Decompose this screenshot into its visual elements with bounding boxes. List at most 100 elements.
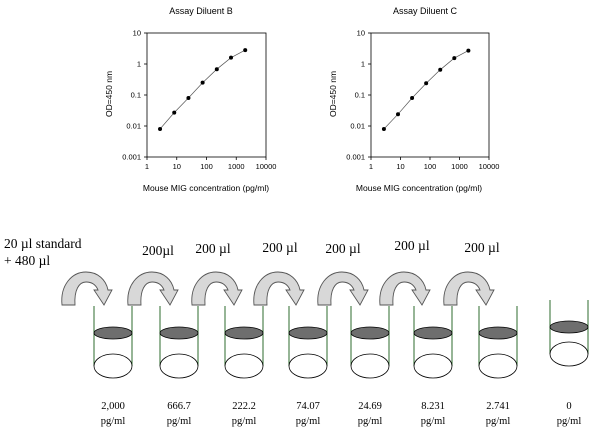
- curved-arrow: [61, 271, 113, 306]
- tube-liquid: [159, 326, 199, 340]
- y-tick-label: 1: [137, 60, 141, 69]
- data-point: [424, 81, 429, 86]
- chart-title: Assay Diluent C: [393, 6, 458, 16]
- transfer-label: 200µl: [142, 243, 174, 258]
- tube-concentration: 74.07: [296, 401, 320, 412]
- y-tick-label: 10: [133, 29, 141, 38]
- data-point: [158, 127, 163, 132]
- x-tick-label: 100: [200, 162, 213, 171]
- tube-unit: pg/ml: [167, 416, 192, 427]
- y-tick-label: 1: [361, 60, 365, 69]
- x-tick-label: 10: [173, 162, 181, 171]
- tube-unit: pg/ml: [296, 416, 321, 427]
- y-tick-label: 0.001: [122, 153, 141, 162]
- tube: [93, 306, 133, 379]
- x-tick-label: 1000: [228, 162, 245, 171]
- tubes: [93, 300, 589, 379]
- tube: [159, 306, 199, 379]
- tube-concentration: 222.2: [232, 401, 256, 412]
- tube-bottom: [224, 353, 264, 379]
- y-tick-label: 0.1: [355, 91, 365, 100]
- transfer-labels: 200µl 200 µl 200 µl 200 µl 200 µl 200 µl: [142, 238, 500, 258]
- tube-concentration: 8.231: [421, 401, 445, 412]
- y-tick-label: 0.001: [346, 153, 365, 162]
- data-point: [214, 67, 219, 72]
- transfer-label: 200 µl: [325, 241, 360, 256]
- tube-liquid: [549, 320, 589, 334]
- data-point: [172, 110, 177, 115]
- chart-assay-diluent-c: Assay Diluent C OD=450 nm Mouse MIG conc…: [328, 6, 499, 193]
- tube-bottom: [413, 353, 453, 379]
- transfer-label: 200 µl: [394, 238, 429, 253]
- plot-frame: [370, 32, 490, 158]
- initial-label-line2: + 480 µl: [4, 253, 50, 268]
- initial-label-line1: 20 µl standard: [4, 236, 82, 251]
- tube-bottom: [549, 341, 589, 367]
- tube-concentration: 0: [566, 401, 571, 412]
- tube-unit: pg/ml: [486, 416, 511, 427]
- chart-assay-diluent-b: Assay Diluent B OD=450 nm Mouse MIG conc…: [104, 6, 276, 193]
- curved-arrow: [317, 271, 369, 306]
- data-point: [438, 67, 443, 72]
- tube-unit: pg/ml: [421, 416, 446, 427]
- series-line: [159, 49, 246, 130]
- tube-liquid: [413, 326, 453, 340]
- y-axis-label: OD=450 nm: [104, 71, 114, 117]
- curved-arrow: [379, 271, 431, 306]
- tube: [549, 300, 589, 367]
- tube-liquid: [478, 326, 518, 340]
- data-point: [243, 48, 248, 53]
- transfer-arrows: [61, 271, 495, 306]
- curved-arrow: [443, 271, 495, 306]
- x-tick-label: 10000: [479, 162, 500, 171]
- y-tick-label: 0.01: [350, 122, 365, 131]
- series-line: [383, 50, 469, 130]
- data-point: [466, 48, 471, 53]
- tube-concentration: 666.7: [167, 401, 191, 412]
- tube: [224, 306, 264, 379]
- tube: [478, 306, 518, 379]
- data-point: [186, 96, 191, 101]
- tube-bottom: [93, 353, 133, 379]
- tube-bottom: [478, 353, 518, 379]
- transfer-label: 200 µl: [464, 240, 499, 255]
- x-tick-label: 1: [145, 162, 149, 171]
- data-point: [410, 96, 415, 101]
- transfer-label: 200 µl: [262, 240, 297, 255]
- plot-frame: [146, 32, 267, 158]
- tube-bottom: [159, 353, 199, 379]
- tube-concentration: 2.741: [486, 401, 510, 412]
- data-point: [396, 112, 401, 117]
- x-axis-label: Mouse MIG concentration (pg/ml): [143, 183, 269, 193]
- tube-liquid: [224, 326, 264, 340]
- transfer-label: 200 µl: [195, 241, 230, 256]
- data-point: [200, 80, 205, 85]
- tube-bottom: [288, 353, 328, 379]
- serial-dilution-diagram: 20 µl standard + 480 µl 200µl 200 µl 200…: [4, 236, 589, 427]
- tube: [350, 306, 390, 379]
- curved-arrow: [191, 271, 243, 306]
- x-tick-label: 10000: [256, 162, 277, 171]
- chart-title: Assay Diluent B: [169, 6, 233, 16]
- tube-unit: pg/ml: [557, 416, 582, 427]
- y-tick-label: 0.01: [126, 122, 141, 131]
- data-point: [381, 127, 386, 132]
- x-tick-label: 10: [396, 162, 404, 171]
- tube-concentration: 24.69: [358, 401, 382, 412]
- concentration-labels: 2,000 pg/ml 666.7 pg/ml 222.2 pg/ml 74.0…: [101, 401, 582, 427]
- data-point: [229, 55, 234, 60]
- data-point: [452, 56, 457, 61]
- y-tick-label: 10: [357, 29, 365, 38]
- x-axis-label: Mouse MIG concentration (pg/ml): [356, 183, 482, 193]
- x-tick-label: 100: [424, 162, 437, 171]
- tube-unit: pg/ml: [232, 416, 257, 427]
- tube-unit: pg/ml: [101, 416, 126, 427]
- tube-concentration: 2,000: [101, 401, 125, 412]
- curved-arrow: [127, 271, 179, 306]
- curved-arrow: [253, 271, 305, 306]
- tube-liquid: [93, 326, 133, 340]
- tube-liquid: [288, 326, 328, 340]
- tube: [288, 306, 328, 379]
- x-tick-label: 1000: [451, 162, 468, 171]
